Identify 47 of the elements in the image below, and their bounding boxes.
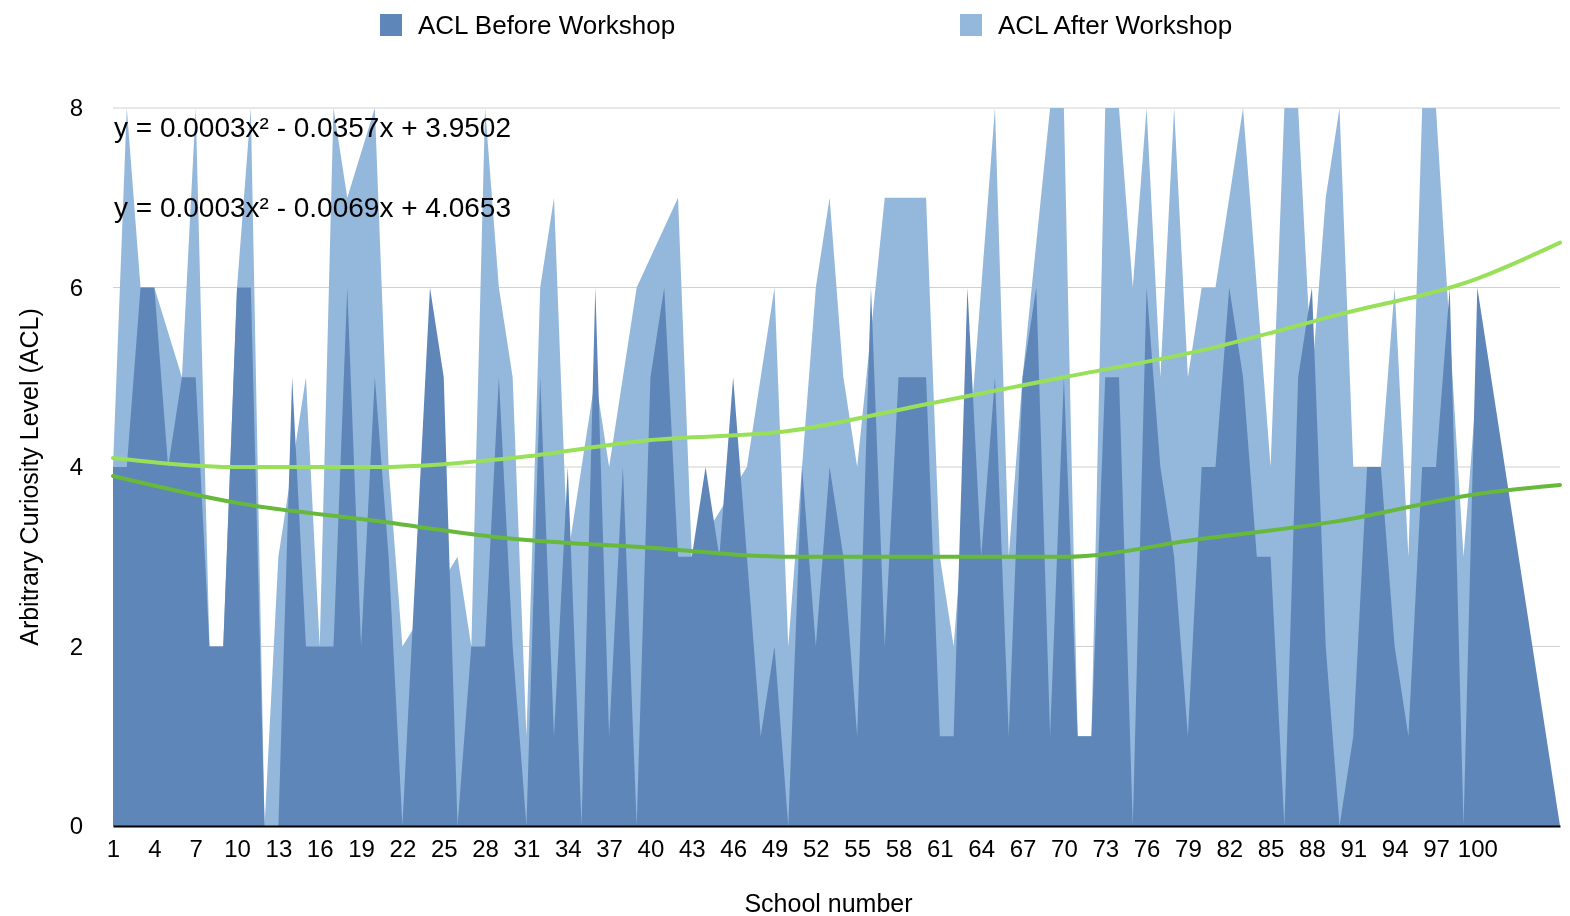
y-tick-label: 4 <box>69 453 83 481</box>
annotation: y = 0.0003x² - 0.0357x + 3.9502 <box>114 112 511 143</box>
x-tick-label: 25 <box>430 835 458 863</box>
x-tick-label: 58 <box>885 835 913 863</box>
x-tick-label: 43 <box>678 835 706 863</box>
x-tick-label: 94 <box>1381 835 1409 863</box>
x-tick-label: 7 <box>189 835 203 863</box>
x-tick-label: 49 <box>761 835 789 863</box>
x-axis-title: School number <box>744 889 913 916</box>
y-axis-title: Arbitrary Curiosity Level (ACL) <box>15 308 43 646</box>
x-tick-label: 34 <box>554 835 582 863</box>
x-tick-label: 10 <box>224 835 251 863</box>
x-tick-label: 76 <box>1133 835 1161 863</box>
x-tick-label: 85 <box>1257 835 1285 863</box>
x-tick-label: 55 <box>844 835 872 863</box>
x-tick-label: 79 <box>1175 835 1202 863</box>
y-tick-label: 0 <box>69 812 83 840</box>
x-tick-label: 82 <box>1216 835 1244 863</box>
x-tick-label: 16 <box>306 835 334 863</box>
y-tick-label: 8 <box>69 94 83 122</box>
x-tick-label: 4 <box>148 835 162 863</box>
x-tick-label: 52 <box>802 835 830 863</box>
x-tick-label: 46 <box>720 835 747 863</box>
legend-label: ACL Before Workshop <box>418 10 676 40</box>
x-tick-label: 91 <box>1340 835 1368 863</box>
x-tick-label: 19 <box>348 835 375 863</box>
x-tick-label: 40 <box>637 835 665 863</box>
line-series <box>111 473 1562 559</box>
x-tick-label: 31 <box>513 835 541 863</box>
legend-label: ACL After Workshop <box>998 10 1233 40</box>
x-tick-label: 61 <box>927 835 954 863</box>
line-series <box>111 240 1562 469</box>
x-tick-label: 73 <box>1092 835 1120 863</box>
y-tick-label: 6 <box>69 273 83 301</box>
x-tick-label: 28 <box>472 835 499 863</box>
x-tick-label: 37 <box>596 835 623 863</box>
x-tick-label: 67 <box>1009 835 1037 863</box>
annotation: y = 0.0003x² - 0.0069x + 4.0653 <box>114 192 511 223</box>
x-tick-label: 13 <box>265 835 293 863</box>
x-tick-label: 22 <box>389 835 417 863</box>
x-tick-label: 88 <box>1299 835 1326 863</box>
x-tick-label: 1 <box>106 835 121 863</box>
x-tick-label: 70 <box>1051 835 1078 863</box>
y-tick-label: 2 <box>69 632 83 660</box>
x-tick-label: 64 <box>968 835 996 863</box>
x-tick-label: 100 <box>1457 835 1498 863</box>
x-tick-label: 97 <box>1423 835 1450 863</box>
